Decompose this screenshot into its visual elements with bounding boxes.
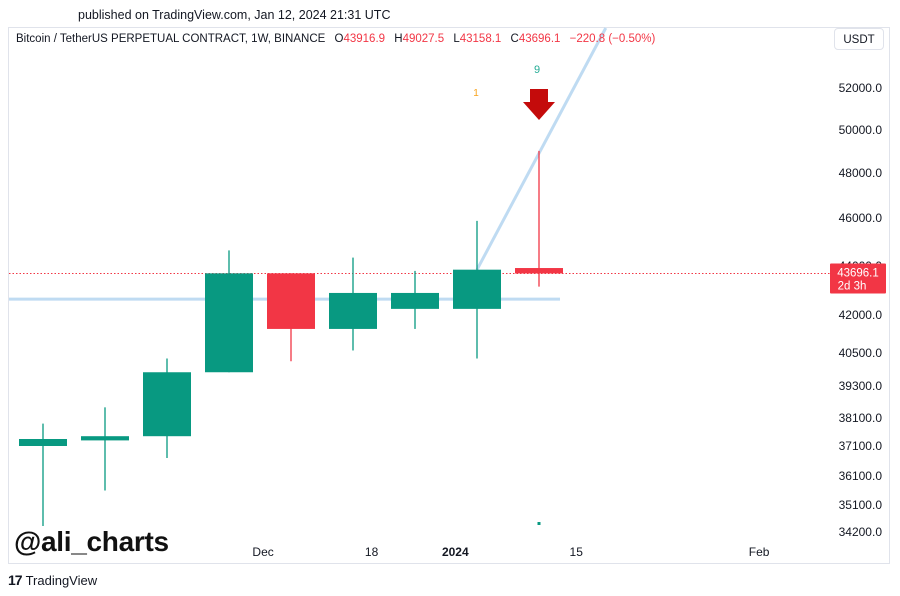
currency-button[interactable]: USDT (834, 28, 884, 50)
candle-body (391, 292, 439, 309)
candle-body (81, 436, 129, 441)
open-label: O (334, 33, 344, 45)
symbol-title: Bitcoin / TetherUS PERPETUAL CONTRACT, 1… (16, 33, 326, 45)
y-axis-tick-label: 34200.0 (839, 525, 883, 539)
x-axis-tick-label: Dec (252, 545, 273, 559)
setup-marker-label: 1 (473, 88, 479, 99)
y-axis-tick-label: 42000.0 (839, 308, 883, 322)
low-label: L (453, 33, 460, 45)
y-axis-tick-label: 35100.0 (839, 498, 883, 512)
y-axis-tick-label: 50000.0 (839, 123, 883, 137)
change-value: −220.8 (−0.50%) (569, 33, 656, 45)
candle-body (19, 439, 67, 446)
y-axis-tick-label: 40500.0 (839, 346, 883, 360)
x-axis-tick-label: 18 (365, 545, 379, 559)
y-axis-tick-label: 52000.0 (839, 81, 883, 95)
open-value: 43916.9 (343, 33, 386, 45)
tradingview-logo-icon: 17 (8, 572, 23, 588)
close-label: C (510, 33, 519, 45)
high-value: 49027.5 (402, 33, 445, 45)
last-price-badge-countdown: 2d 3h (838, 280, 867, 292)
sequential-count-label: 9 (534, 64, 540, 76)
y-axis-tick-label: 46000.0 (839, 211, 883, 225)
y-axis-tick-label: 38100.0 (839, 411, 883, 425)
tradingview-logo-text: TradingView (25, 572, 98, 588)
chart-frame (8, 27, 890, 564)
close-value: 43696.1 (518, 33, 561, 45)
y-axis-tick-label: 36100.0 (839, 469, 883, 483)
x-axis-tick-label: 2024 (442, 545, 469, 559)
high-label: H (394, 33, 403, 45)
author-watermark: @ali_charts (14, 526, 169, 557)
published-caption: published on TradingView.com, Jan 12, 20… (78, 8, 391, 22)
sell-arrow-icon (523, 89, 555, 120)
candle-body (267, 273, 315, 329)
candle-body (453, 269, 501, 309)
x-axis-tick-label: Feb (749, 545, 770, 559)
low-value: 43158.1 (459, 33, 502, 45)
last-price-badge-value: 43696.1 (837, 267, 879, 279)
last-price-badge (830, 263, 886, 294)
candle-body (329, 292, 377, 329)
candle-body (205, 273, 253, 373)
buy-dot-marker (537, 522, 541, 525)
y-axis-tick-label: 37100.0 (839, 439, 883, 453)
y-axis-tick-label: 39300.0 (839, 379, 883, 393)
y-axis-tick-label: 48000.0 (839, 166, 883, 180)
tradingview-logo[interactable]: 17 TradingView (8, 572, 97, 588)
trend-line (475, 27, 608, 271)
x-axis-tick-label: 15 (570, 545, 584, 559)
symbol-legend: Bitcoin / TetherUS PERPETUAL CONTRACT, 1… (16, 33, 655, 45)
candle-body (515, 268, 563, 274)
candle-body (143, 372, 191, 437)
